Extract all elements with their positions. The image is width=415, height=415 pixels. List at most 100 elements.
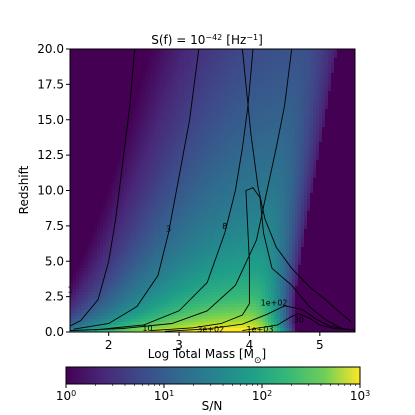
heatmap-cell	[265, 193, 269, 197]
heatmap-cell	[310, 55, 314, 59]
heatmap-cell	[160, 193, 164, 197]
heatmap-cell	[148, 61, 152, 65]
heatmap-cell	[85, 100, 89, 104]
heatmap-cell	[148, 49, 152, 53]
heatmap-cell	[139, 64, 143, 68]
heatmap-cell	[283, 190, 287, 194]
heatmap-cell	[286, 124, 290, 128]
heatmap-cell	[337, 145, 341, 149]
heatmap-cell	[208, 142, 212, 146]
heatmap-cell	[214, 175, 218, 179]
heatmap-cell	[271, 115, 275, 119]
heatmap-cell	[91, 88, 95, 92]
heatmap-cell	[265, 127, 269, 131]
heatmap-cell	[277, 202, 281, 206]
heatmap-cell	[229, 64, 233, 68]
heatmap-cell	[109, 184, 113, 188]
heatmap-cell	[316, 52, 320, 56]
heatmap-cell	[289, 181, 293, 185]
heatmap-cell	[73, 124, 77, 128]
heatmap-cell	[217, 142, 221, 146]
heatmap-cell	[130, 202, 134, 206]
heatmap-cell	[136, 136, 140, 140]
heatmap-cell	[250, 127, 254, 131]
heatmap-cell	[196, 154, 200, 158]
heatmap-cell	[181, 103, 185, 107]
heatmap-cell	[310, 64, 314, 68]
heatmap-cell	[307, 58, 311, 62]
heatmap-cell	[289, 166, 293, 170]
heatmap-cell	[310, 163, 314, 167]
heatmap-cell	[172, 52, 176, 56]
heatmap-cell	[244, 163, 248, 167]
heatmap-cell	[274, 79, 278, 83]
heatmap-cell	[175, 172, 179, 176]
heatmap-cell	[232, 154, 236, 158]
heatmap-cell	[298, 88, 302, 92]
heatmap-cell	[304, 73, 308, 77]
heatmap-cell	[160, 58, 164, 62]
heatmap-cell	[229, 127, 233, 131]
heatmap-cell	[100, 187, 104, 191]
heatmap-cell	[202, 82, 206, 86]
heatmap-cell	[196, 151, 200, 155]
heatmap-cell	[205, 109, 209, 113]
heatmap-cell	[352, 148, 355, 152]
heatmap-cell	[313, 142, 317, 146]
heatmap-cell	[229, 160, 233, 164]
heatmap-cell	[70, 73, 74, 77]
heatmap-cell	[133, 166, 137, 170]
heatmap-cell	[289, 94, 293, 98]
heatmap-cell	[133, 196, 137, 200]
heatmap-cell	[97, 55, 101, 59]
heatmap-cell	[244, 133, 248, 137]
heatmap-cell	[115, 67, 119, 71]
heatmap-cell	[343, 79, 347, 83]
heatmap-cell	[280, 130, 284, 134]
heatmap-cell	[292, 91, 296, 95]
heatmap-cell	[163, 58, 167, 62]
heatmap-cell	[142, 145, 146, 149]
heatmap-cell	[340, 91, 344, 95]
heatmap-cell	[88, 79, 92, 83]
heatmap-cell	[274, 187, 278, 191]
heatmap-cell	[190, 163, 194, 167]
heatmap-cell	[346, 169, 350, 173]
heatmap-cell	[97, 193, 101, 197]
heatmap-cell	[283, 121, 287, 125]
heatmap-cell	[133, 73, 137, 77]
heatmap-cell	[100, 142, 104, 146]
heatmap-cell	[322, 145, 326, 149]
heatmap-cell	[94, 145, 98, 149]
heatmap-cell	[205, 187, 209, 191]
heatmap-cell	[307, 82, 311, 86]
heatmap-cell	[118, 64, 122, 68]
heatmap-cell	[280, 67, 284, 71]
heatmap-cell	[220, 49, 224, 53]
heatmap-cell	[91, 166, 95, 170]
heatmap-cell	[289, 109, 293, 113]
heatmap-cell	[223, 97, 227, 101]
heatmap-cell	[259, 139, 263, 143]
heatmap-cell	[229, 103, 233, 107]
heatmap-cell	[352, 190, 355, 194]
heatmap-cell	[220, 64, 224, 68]
heatmap-cell	[271, 148, 275, 152]
heatmap-cell	[127, 157, 131, 161]
heatmap-cell	[211, 49, 215, 53]
heatmap-cell	[307, 130, 311, 134]
heatmap-cell	[109, 76, 113, 80]
heatmap-cell	[166, 67, 170, 71]
heatmap-cell	[325, 199, 329, 203]
heatmap-cell	[298, 196, 302, 200]
heatmap-cell	[319, 88, 323, 92]
heatmap-cell	[217, 100, 221, 104]
heatmap-cell	[190, 187, 194, 191]
heatmap-cell	[265, 172, 269, 176]
heatmap-cell	[184, 133, 188, 137]
heatmap-cell	[103, 154, 107, 158]
heatmap-cell	[142, 160, 146, 164]
heatmap-cell	[187, 175, 191, 179]
heatmap-cell	[352, 82, 355, 86]
heatmap-cell	[343, 172, 347, 176]
